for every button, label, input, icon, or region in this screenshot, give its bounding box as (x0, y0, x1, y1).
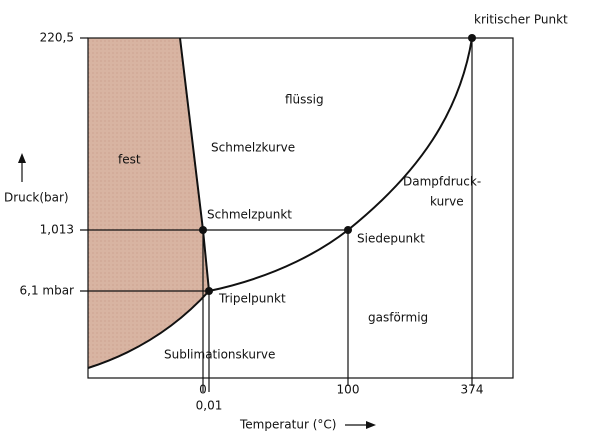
region-label: fest (118, 153, 141, 167)
curve-label: kurve (430, 195, 464, 209)
x-tick-label: 100 (337, 383, 360, 397)
y-axis-label: Druck(bar) (4, 191, 69, 205)
points (199, 34, 476, 295)
x-arrow (345, 421, 376, 429)
sublimation-curve (87, 290, 210, 369)
x-tick-label: 374 (461, 383, 484, 397)
y-tick-label: 6,1 mbar (20, 284, 75, 298)
solid-region (88, 38, 209, 368)
x-tick-label: 0 (199, 383, 207, 397)
x-axis-label: Temperatur (°C) (239, 418, 336, 432)
point-label: Schmelzpunkt (207, 208, 292, 222)
curve-label: Dampfdruck- (403, 175, 481, 189)
guide-lines (80, 37, 473, 392)
point-label: Siedepunkt (357, 232, 425, 246)
curve-label: Schmelzkurve (211, 141, 295, 155)
region-label: flüssig (285, 93, 324, 107)
plot-frame (87, 37, 514, 379)
region-label: gasförmig (368, 311, 428, 325)
y-arrow (18, 153, 26, 182)
point-label: kritischer Punkt (474, 13, 568, 27)
vapor-curve (208, 37, 473, 292)
curve-label: Sublimationskurve (164, 348, 275, 362)
y-tick-label: 220,5 (40, 31, 74, 45)
x-tick-label: 0,01 (196, 399, 223, 413)
point-label: Tripelpunkt (218, 292, 286, 306)
y-tick-label: 1,013 (40, 223, 74, 237)
